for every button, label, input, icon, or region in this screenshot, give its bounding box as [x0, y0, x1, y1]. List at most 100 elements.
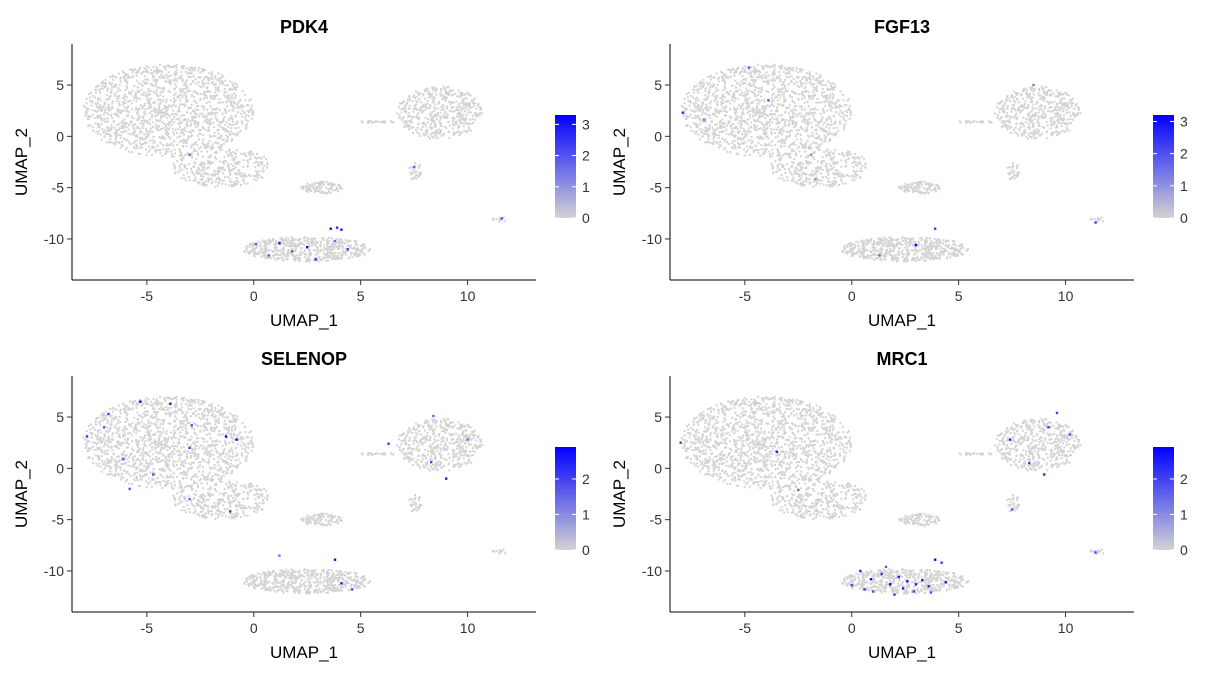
cell-point [409, 115, 412, 117]
cell-point [458, 114, 461, 117]
cell-point [758, 69, 761, 72]
cell-point [197, 81, 200, 84]
cell-point [815, 176, 818, 179]
cell-point [149, 83, 152, 86]
cell-point [314, 237, 317, 240]
cell-point [248, 99, 251, 102]
cell-point [936, 252, 939, 255]
cell-point [146, 136, 149, 139]
cell-point [168, 104, 171, 107]
cell-point [411, 169, 414, 172]
cell-point [122, 101, 125, 104]
cell-point [916, 255, 919, 258]
cell-point [720, 103, 723, 106]
cell-point [796, 169, 799, 171]
cell-point [264, 245, 267, 248]
cell-point [165, 127, 168, 130]
cell-point [424, 123, 427, 126]
cell-point [180, 114, 183, 117]
cell-point [753, 108, 756, 111]
cell-point [831, 182, 834, 185]
cell-point [454, 92, 457, 95]
cell-point [451, 110, 454, 113]
cell-point [771, 65, 774, 68]
cell-point [806, 121, 809, 124]
cell-point [826, 96, 829, 99]
cell-point [724, 73, 727, 76]
cell-point [282, 239, 285, 242]
cell-point [782, 164, 785, 167]
cell-point [688, 104, 691, 107]
cell-point [843, 126, 846, 129]
cell-point [444, 95, 446, 98]
cell-point [179, 89, 182, 92]
cell-point [96, 116, 99, 119]
cell-point [832, 162, 835, 165]
cell-point [179, 94, 182, 97]
cell-point [120, 143, 123, 146]
cell-point [214, 135, 217, 138]
cell-point [217, 101, 220, 104]
cell-point [106, 117, 109, 120]
cell-point [462, 107, 465, 110]
cell-point [914, 241, 917, 244]
cell-point [150, 127, 153, 130]
cell-point [782, 82, 785, 85]
cell-point [126, 81, 129, 83]
cell-point [815, 77, 818, 80]
cell-point [851, 252, 854, 255]
cell-point [837, 129, 840, 132]
cell-point [799, 112, 802, 115]
cell-point [789, 143, 792, 146]
cell-point [298, 257, 301, 260]
cell-point [322, 239, 325, 241]
cell-point [429, 105, 432, 107]
cell-point [805, 90, 808, 93]
cell-point [816, 79, 819, 82]
cell-point [124, 75, 127, 78]
cell-point [134, 140, 136, 143]
cell-point [898, 241, 901, 244]
cell-point [752, 115, 755, 118]
cell-point [830, 88, 833, 91]
cell-point [180, 121, 183, 124]
cell-point [760, 90, 762, 93]
cell-point [125, 122, 128, 125]
cell-point [232, 123, 235, 126]
cell-point [724, 106, 727, 109]
cell-point [151, 113, 154, 116]
cell-point [140, 146, 143, 149]
cell-point [202, 83, 205, 86]
cell-point [203, 90, 206, 93]
cell-point [148, 111, 151, 114]
cell-point [765, 144, 768, 147]
cell-point [905, 243, 908, 246]
cell-point [795, 129, 798, 132]
cell-point [748, 110, 751, 112]
cell-point [834, 134, 837, 137]
cell-point [717, 134, 720, 137]
cell-point [776, 169, 779, 172]
cell-point [429, 96, 432, 99]
cell-point [801, 90, 804, 93]
cell-point [158, 120, 161, 123]
cell-point [814, 173, 817, 176]
cell-point [207, 82, 210, 85]
cell-point [455, 131, 458, 134]
cell-point [120, 121, 123, 124]
cell-point [817, 125, 820, 128]
cell-point [262, 252, 265, 255]
cell-point [725, 105, 728, 108]
cell-point [147, 102, 150, 105]
cell-point [471, 118, 474, 121]
cell-point [446, 113, 449, 116]
cell-point [171, 66, 174, 68]
cell-point [439, 94, 442, 97]
cell-point [771, 152, 774, 155]
cell-point [839, 104, 842, 107]
cell-point [293, 257, 296, 260]
cell-point [762, 132, 765, 135]
cell-point [749, 113, 752, 116]
cell-point [792, 120, 795, 123]
cell-point [206, 150, 209, 153]
